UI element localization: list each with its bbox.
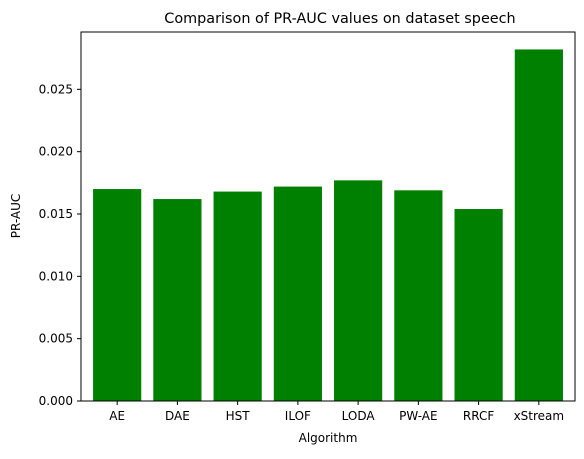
bars-group bbox=[93, 49, 563, 401]
x-axis-label: Algorithm bbox=[299, 431, 358, 445]
bar-loda bbox=[334, 180, 383, 401]
y-tick-label: 0.005 bbox=[39, 332, 73, 346]
chart-title: Comparison of PR-AUC values on dataset s… bbox=[164, 11, 515, 27]
x-tick-label: PW-AE bbox=[399, 409, 437, 423]
y-tick-label: 0.010 bbox=[39, 269, 73, 283]
x-tick-label: xStream bbox=[514, 409, 565, 423]
x-tick-label: HST bbox=[226, 409, 251, 423]
y-tick-label: 0.020 bbox=[39, 145, 73, 159]
bar-hst bbox=[213, 191, 262, 401]
bar-dae bbox=[153, 199, 202, 401]
x-tick-label: LODA bbox=[342, 409, 376, 423]
y-axis-label: PR-AUC bbox=[9, 194, 23, 239]
bar-pw-ae bbox=[394, 190, 443, 401]
bar-ae bbox=[93, 189, 142, 401]
x-axis-ticks: AE DAE HST ILOF LODA PW-AE RRCF xStream bbox=[109, 401, 564, 423]
x-tick-label: AE bbox=[109, 409, 125, 423]
y-tick-label: 0.000 bbox=[39, 394, 73, 408]
x-tick-label: RRCF bbox=[463, 409, 494, 423]
bar-ilof bbox=[273, 186, 322, 401]
y-tick-label: 0.025 bbox=[39, 82, 73, 96]
plot-area-frame bbox=[80, 31, 576, 402]
y-tick-label: 0.015 bbox=[39, 207, 73, 221]
x-tick-label: ILOF bbox=[285, 409, 311, 423]
bar-xstream bbox=[514, 49, 563, 401]
bar-rrcf bbox=[454, 209, 503, 401]
x-tick-label: DAE bbox=[165, 409, 190, 423]
y-axis-ticks: 0.000 0.005 0.010 0.015 0.020 0.025 bbox=[39, 82, 81, 408]
